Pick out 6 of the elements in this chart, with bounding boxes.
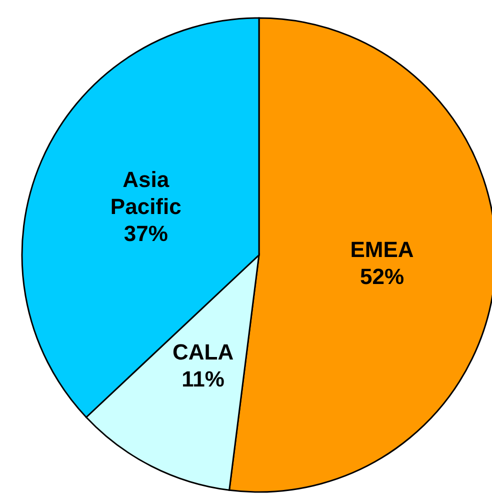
slice-label: Asia Pacific (110, 166, 182, 219)
data-label: 11% (182, 366, 224, 391)
data-label: 37% (124, 220, 168, 246)
data-label: 52% (360, 264, 404, 289)
slice-label: EMEA (350, 236, 414, 262)
slice-label: CALA (172, 338, 234, 364)
